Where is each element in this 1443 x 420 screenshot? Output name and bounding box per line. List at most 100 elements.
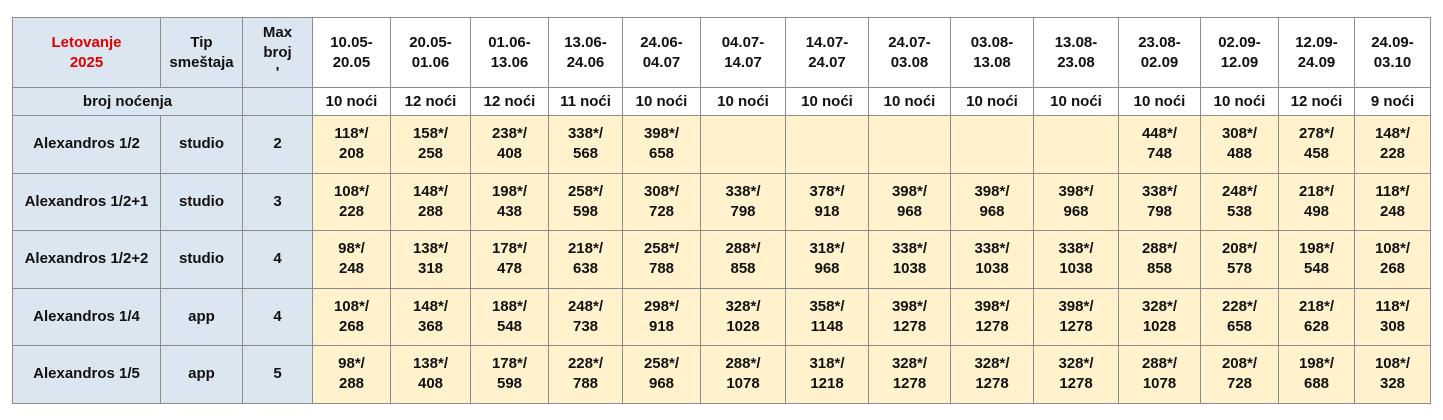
price-table: Letovanje 2025 Tip smeštaja Max broj ' 10.0… [12,17,1431,404]
price-cell: 258*/ 968 [622,345,701,404]
unit-type: app [160,287,243,346]
period-header: 03.08- 13.08 [950,17,1034,88]
price-cell: 178*/ 478 [470,230,549,289]
nights-cell: 10 noći [785,87,869,116]
price-cell: 108*/ 268 [1354,230,1431,289]
header-type: Tip smeštaja [160,17,243,88]
table-row: Alexandros 1/4 app 4 108*/ 268 148*/ 368 188*… [12,287,1431,346]
price-cell: 338*/ 568 [548,115,623,174]
price-cell: 198*/ 438 [470,172,549,231]
period-header: 10.05- 20.05 [312,17,391,88]
table-row: broj noćenja 10 noći 12 noći 12 noći 11 noći… [12,87,1431,116]
price-cell: 318*/ 1218 [785,345,869,404]
header-max: Max broj ' [242,17,313,88]
price-cell [785,115,869,174]
unit-type: app [160,345,243,404]
price-cell: 338*/ 798 [700,172,786,231]
price-cell: 248*/ 738 [548,287,623,346]
max-persons: 5 [242,345,313,404]
price-cell: 228*/ 788 [548,345,623,404]
nights-cell: 10 noći [700,87,786,116]
period-header: 12.09- 24.09 [1278,17,1355,88]
period-header: 02.09- 12.09 [1200,17,1279,88]
price-cell: 328*/ 1278 [1033,345,1119,404]
price-cell: 188*/ 548 [470,287,549,346]
price-cell [950,115,1034,174]
price-cell: 398*/ 658 [622,115,701,174]
price-cell: 358*/ 1148 [785,287,869,346]
nights-cell: 10 noći [868,87,951,116]
unit-name: Alexandros 1/2+1 [12,172,161,231]
price-cell: 398*/ 1278 [1033,287,1119,346]
period-header: 24.06- 04.07 [622,17,701,88]
unit-name: Alexandros 1/2 [12,115,161,174]
price-cell: 298*/ 918 [622,287,701,346]
table-row: Alexandros 1/2+2 studio 4 98*/ 248 138*/ 318… [12,230,1431,289]
price-cell: 398*/ 1278 [950,287,1034,346]
max-persons: 2 [242,115,313,174]
period-header: 01.06- 13.06 [470,17,549,88]
nights-cell: 12 noći [1278,87,1355,116]
price-cell: 208*/ 578 [1200,230,1279,289]
price-cell: 258*/ 598 [548,172,623,231]
price-cell: 158*/ 258 [390,115,471,174]
price-cell: 248*/ 538 [1200,172,1279,231]
nights-cell: 12 noći [470,87,549,116]
price-cell: 308*/ 488 [1200,115,1279,174]
unit-type: studio [160,172,243,231]
period-header: 20.05- 01.06 [390,17,471,88]
unit-name: Alexandros 1/4 [12,287,161,346]
nights-cell: 10 noći [1200,87,1279,116]
price-cell: 328*/ 1278 [868,345,951,404]
price-cell: 108*/ 228 [312,172,391,231]
price-cell: 98*/ 248 [312,230,391,289]
period-header: 23.08- 02.09 [1118,17,1201,88]
price-cell: 338*/ 798 [1118,172,1201,231]
price-cell: 288*/ 858 [700,230,786,289]
table-row: Alexandros 1/2+1 studio 3 108*/ 228 148*/ 28… [12,172,1431,231]
price-cell [868,115,951,174]
period-header: 04.07- 14.07 [700,17,786,88]
price-cell: 398*/ 1278 [868,287,951,346]
price-cell: 228*/ 658 [1200,287,1279,346]
price-cell: 138*/ 408 [390,345,471,404]
price-cell: 308*/ 728 [622,172,701,231]
table-row: Alexandros 1/2 studio 2 118*/ 208 158*/ 258 2… [12,115,1431,174]
price-cell: 218*/ 498 [1278,172,1355,231]
max-persons: 4 [242,287,313,346]
empty-cell [242,87,313,116]
price-cell: 138*/ 318 [390,230,471,289]
nights-cell: 11 noći [548,87,623,116]
price-cell [700,115,786,174]
table-row: Alexandros 1/5 app 5 98*/ 288 138*/ 408 178*/… [12,345,1431,404]
max-persons: 4 [242,230,313,289]
price-cell: 108*/ 268 [312,287,391,346]
price-cell: 288*/ 1078 [700,345,786,404]
price-cell: 148*/ 368 [390,287,471,346]
period-header: 24.07- 03.08 [868,17,951,88]
price-cell: 288*/ 858 [1118,230,1201,289]
price-cell: 208*/ 728 [1200,345,1279,404]
price-cell: 328*/ 1278 [950,345,1034,404]
price-cell: 118*/ 308 [1354,287,1431,346]
price-cell: 338*/ 1038 [1033,230,1119,289]
nights-cell: 10 noći [1118,87,1201,116]
nights-cell: 12 noći [390,87,471,116]
price-cell: 148*/ 228 [1354,115,1431,174]
price-cell: 398*/ 968 [868,172,951,231]
price-cell: 98*/ 288 [312,345,391,404]
nights-label: broj noćenja [12,87,243,116]
period-header: 24.09- 03.10 [1354,17,1431,88]
period-header: 14.07- 24.07 [785,17,869,88]
price-cell: 198*/ 548 [1278,230,1355,289]
unit-name: Alexandros 1/5 [12,345,161,404]
period-header: 13.06- 24.06 [548,17,623,88]
max-persons: 3 [242,172,313,231]
unit-type: studio [160,115,243,174]
price-cell: 448*/ 748 [1118,115,1201,174]
price-cell: 328*/ 1028 [1118,287,1201,346]
price-cell: 278*/ 458 [1278,115,1355,174]
price-cell: 288*/ 1078 [1118,345,1201,404]
price-cell [1033,115,1119,174]
price-cell: 328*/ 1028 [700,287,786,346]
